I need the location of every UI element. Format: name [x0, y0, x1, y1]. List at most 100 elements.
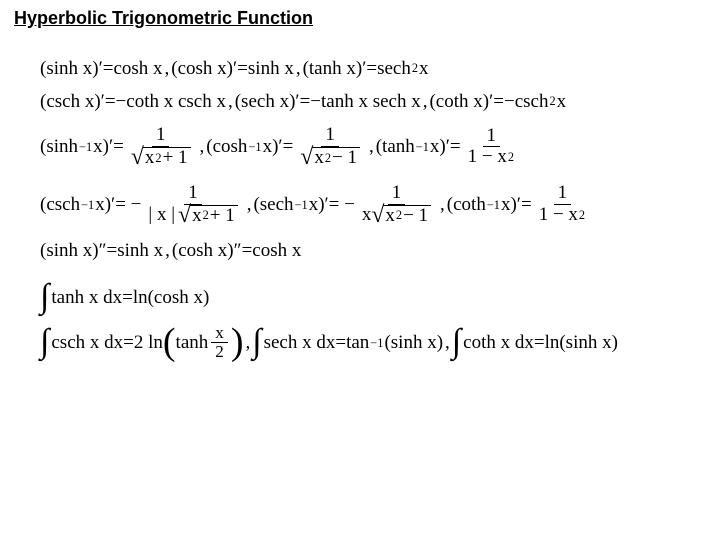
formula-row-7: ∫ csch x dx = 2 ln ( tanh x 2 ) , ∫ sech… [40, 324, 706, 363]
math-text: = [283, 137, 294, 156]
close-paren-icon: ) [231, 331, 244, 354]
math-text: (sinh x) [384, 333, 443, 352]
math-text: x [362, 205, 372, 226]
denominator: 2 [211, 343, 228, 362]
formula: ∫ sech x dx = tan −1 (sinh x) [252, 331, 443, 355]
math-text: = [107, 241, 118, 260]
formula: (coth −1 x)′ = 1 1 − x 2 [447, 183, 593, 226]
math-text: sech x dx [264, 333, 336, 352]
formula-row-2: (csch x)′ = −coth x csch x , (sech x)′ =… [40, 92, 706, 111]
exponent: −1 [370, 337, 383, 349]
math-text: (sech x)′ [235, 92, 300, 111]
numerator: x [211, 324, 228, 344]
math-text: = [242, 241, 253, 260]
separator: , [440, 195, 445, 214]
integral-icon: ∫ [452, 330, 461, 354]
denominator: 1 − x 2 [464, 147, 519, 168]
math-text: csch x dx [51, 333, 123, 352]
exponent: −1 [487, 199, 500, 211]
exponent: 2 [396, 209, 402, 223]
exponent: 2 [579, 209, 585, 223]
sqrt: √ x 2 + 1 [131, 147, 191, 169]
formula: ∫ coth x dx = ln(sinh x) [452, 331, 618, 355]
numerator: 1 [388, 183, 406, 205]
math-text: − 1 [332, 148, 357, 169]
fraction: 1 √ x 2 + 1 [127, 125, 195, 169]
separator: , [445, 333, 450, 352]
math-text: = [122, 288, 133, 307]
formula-row-5: (sinh x)″ = sinh x , (cosh x)″ = cosh x [40, 241, 706, 260]
radicand: x 2 + 1 [190, 205, 238, 227]
math-text: (sinh x)′ [40, 59, 103, 78]
math-text: (coth [447, 195, 486, 214]
formula: (sinh −1 x)′ = 1 √ x 2 + 1 [40, 125, 198, 169]
fraction: 1 x √ x 2 − 1 [358, 183, 435, 227]
math-text: 1 − x [539, 205, 578, 226]
formula: (tanh x)′ = sech 2 x [303, 59, 429, 78]
math-text: = − [115, 195, 141, 214]
radicand: x 2 + 1 [143, 147, 191, 169]
math-text: (sech [253, 195, 293, 214]
math-text: sech [377, 59, 411, 78]
math-text: (cosh x)′ [171, 59, 237, 78]
math-text: x)′ [93, 137, 113, 156]
numerator: 1 [152, 125, 170, 147]
math-text: = [534, 333, 545, 352]
formula: (tanh −1 x)′ = 1 1 − x 2 [376, 126, 522, 169]
math-text: (csch [40, 195, 80, 214]
formula-row-1: (sinh x)′ = cosh x , (cosh x)′ = sinh x … [40, 59, 706, 78]
math-text: (csch x)′ [40, 92, 105, 111]
exponent: 2 [325, 152, 331, 166]
math-text: (cosh [206, 137, 247, 156]
math-text: (sinh x)″ [40, 241, 107, 260]
formula: (cosh x)″ = cosh x [172, 241, 301, 260]
numerator: 1 [321, 125, 339, 147]
denominator: 1 − x 2 [535, 205, 590, 226]
separator: , [245, 333, 250, 352]
math-text: = [521, 195, 532, 214]
sqrt: √ x 2 − 1 [371, 205, 431, 227]
math-text: (tanh [376, 137, 415, 156]
integral-icon: ∫ [252, 330, 261, 354]
formula: (cosh x)′ = sinh x [171, 59, 294, 78]
math-text: tan [346, 333, 369, 352]
exponent: 2 [412, 62, 418, 74]
math-text: = [300, 92, 311, 111]
math-text: (cosh x)″ [172, 241, 242, 260]
math-text: = [237, 59, 248, 78]
fraction: x 2 [211, 324, 228, 363]
math-text: x)′ [501, 195, 521, 214]
separator: , [423, 92, 428, 111]
math-text: −tanh x sech x [310, 92, 420, 111]
exponent: −1 [81, 199, 94, 211]
math-text: sinh x [117, 241, 163, 260]
separator: , [247, 195, 252, 214]
formula-row-6: ∫ tanh x dx = ln(cosh x) [40, 286, 706, 310]
math-text: x)′ [309, 195, 329, 214]
separator: , [296, 59, 301, 78]
denominator: x √ x 2 − 1 [358, 205, 435, 227]
exponent: 2 [203, 209, 209, 223]
math-text: csch [515, 92, 549, 111]
exponent: −1 [79, 141, 92, 153]
denominator: √ x 2 + 1 [127, 147, 195, 169]
formula: (csch x)′ = −coth x csch x [40, 92, 226, 111]
formula: (sech x)′ = −tanh x sech x [235, 92, 421, 111]
exponent: 2 [155, 152, 161, 166]
math-text: 2 ln [134, 333, 163, 352]
math-text: − 1 [403, 206, 428, 227]
formula: (sinh x)″ = sinh x [40, 241, 163, 260]
math-text: | x | [148, 205, 175, 226]
math-text: tanh x dx [51, 288, 122, 307]
exponent: −1 [248, 141, 261, 153]
math-text: = − [329, 195, 355, 214]
math-text: = [113, 137, 124, 156]
sqrt: √ x 2 − 1 [300, 147, 360, 169]
math-text: + 1 [163, 148, 188, 169]
math-text: = [123, 333, 134, 352]
math-text: x)′ [263, 137, 283, 156]
denominator: √ x 2 − 1 [296, 147, 364, 169]
fraction: 1 1 − x 2 [535, 183, 590, 226]
exponent: −1 [295, 199, 308, 211]
fraction: 1 | x | √ x 2 + 1 [144, 183, 241, 227]
